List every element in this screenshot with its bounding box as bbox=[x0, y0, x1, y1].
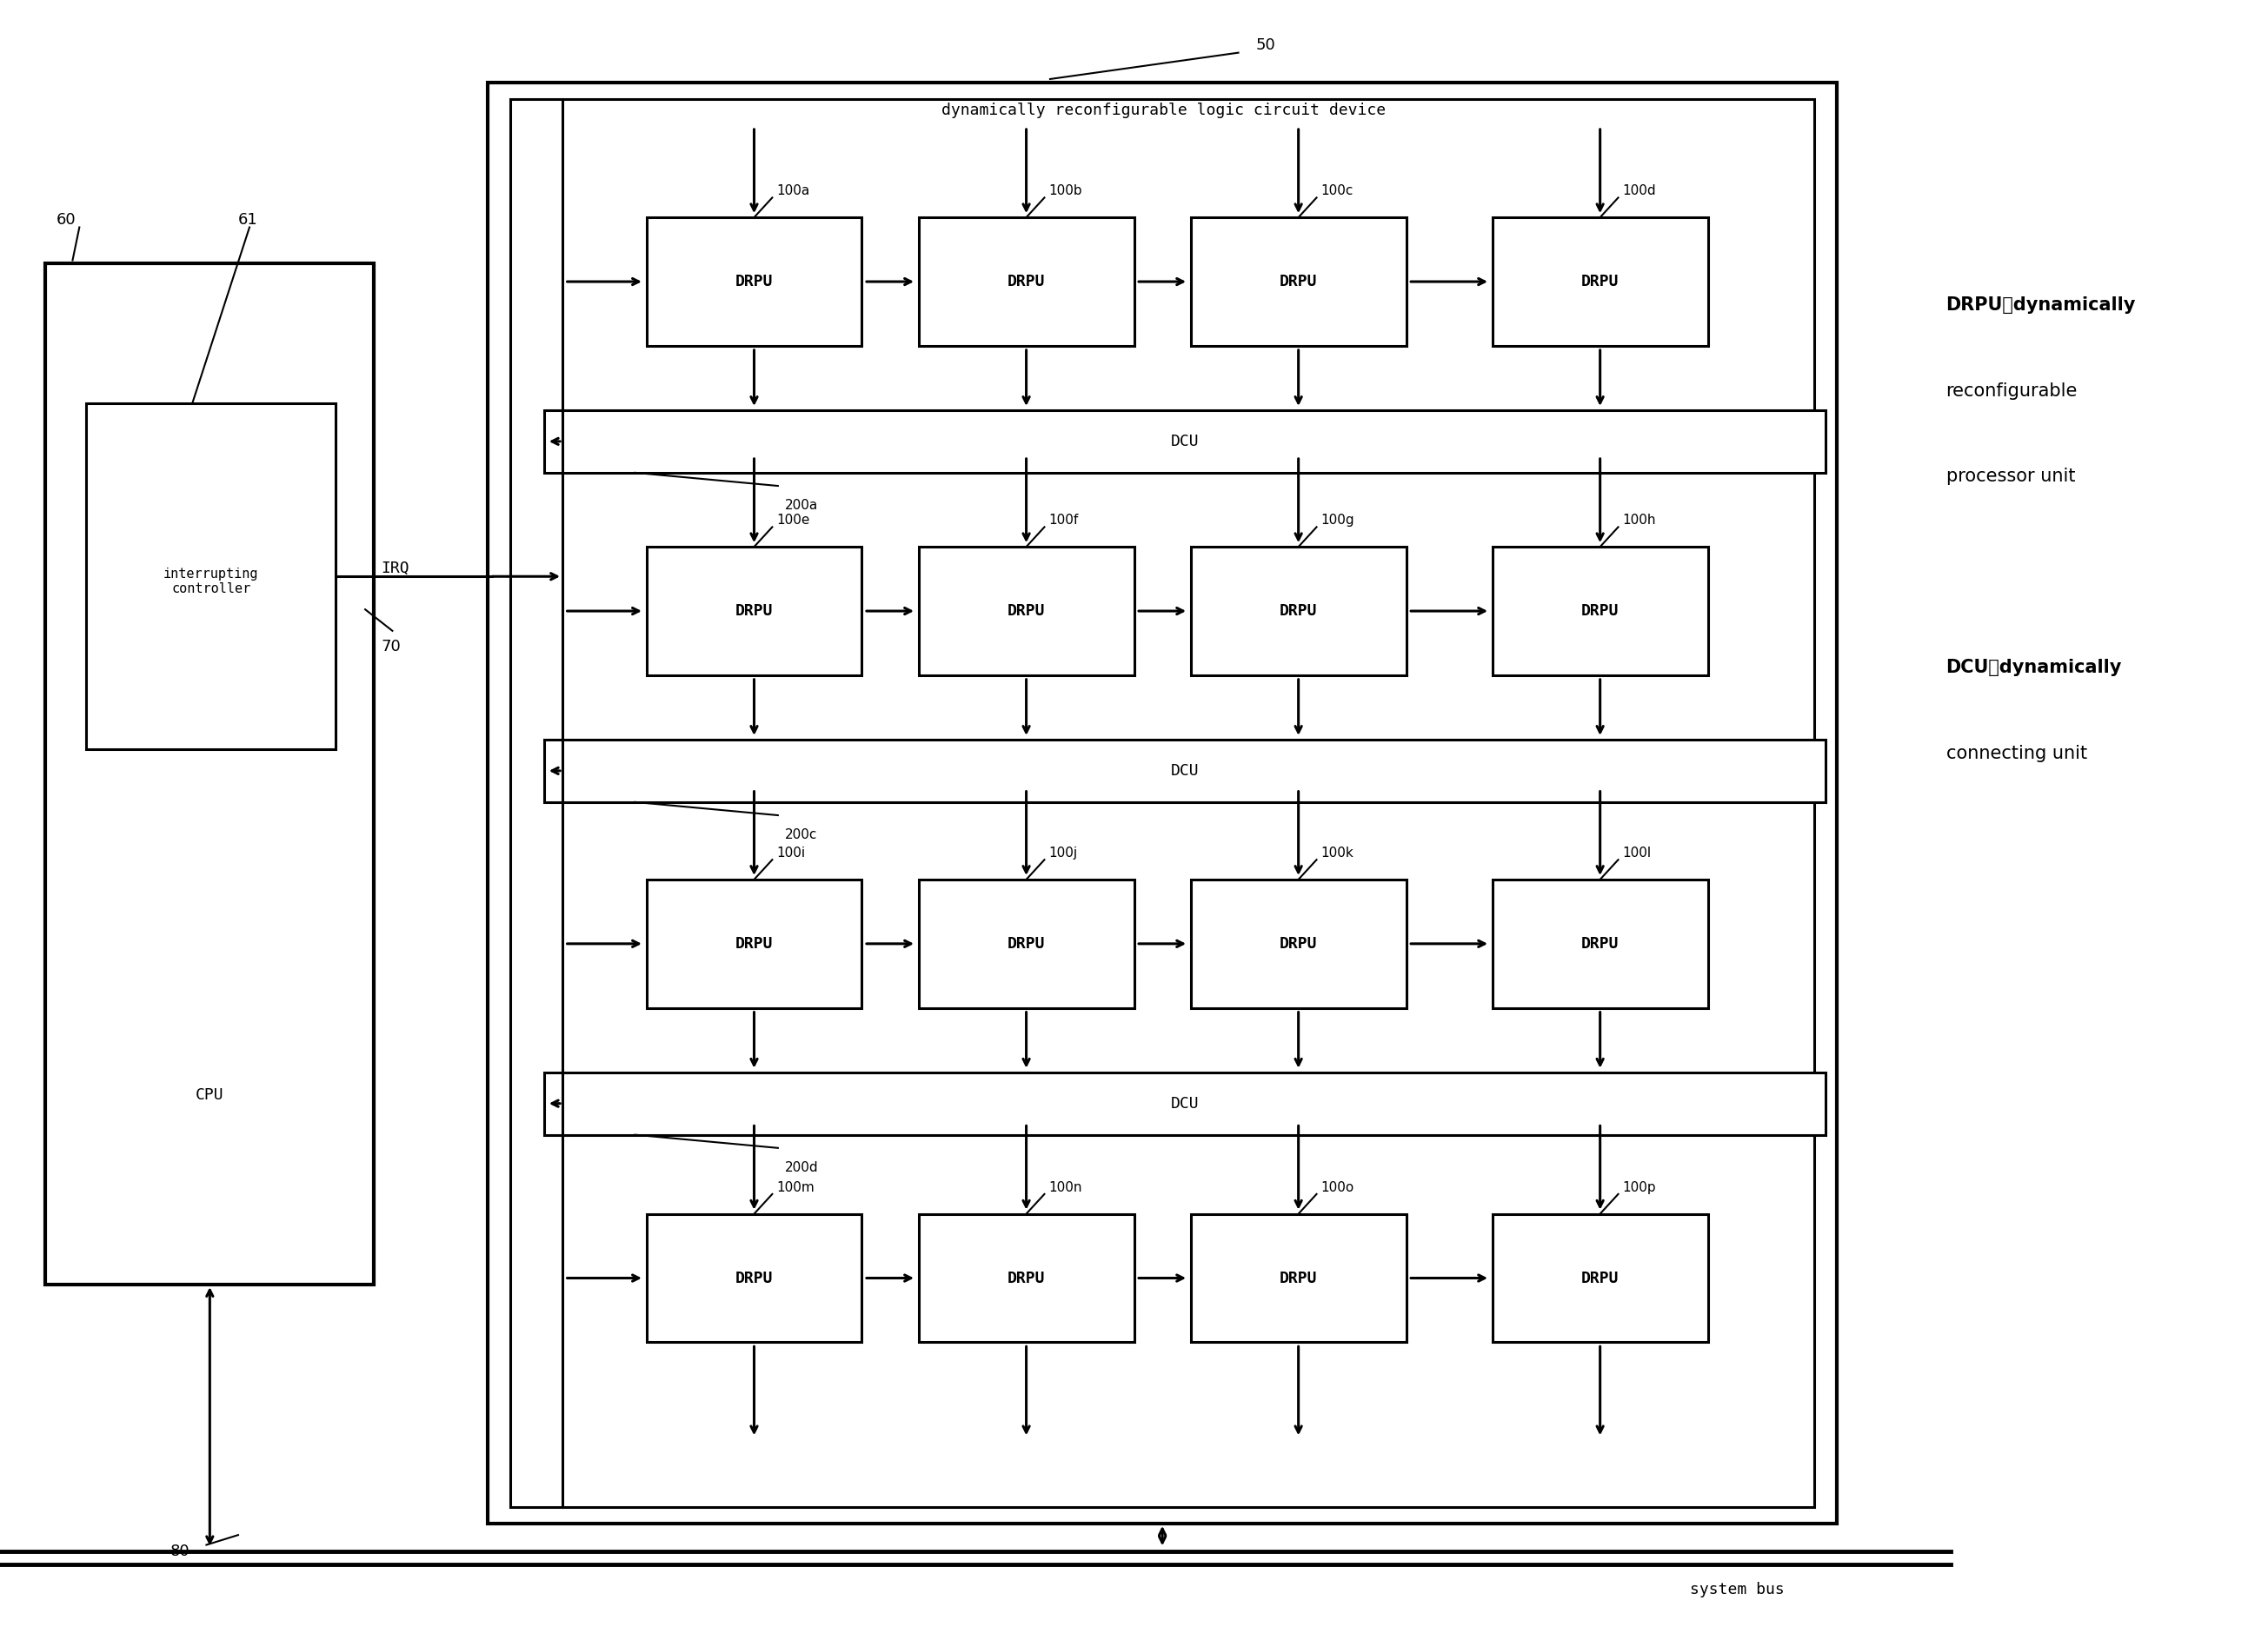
Text: DRPU: DRPU bbox=[1279, 273, 1318, 290]
Bar bbox=[544, 740, 1826, 802]
Text: system bus: system bus bbox=[1690, 1581, 1785, 1598]
Text: DRPU: DRPU bbox=[1581, 1270, 1619, 1286]
Text: interrupting
controller: interrupting controller bbox=[163, 567, 259, 596]
Text: 100m: 100m bbox=[776, 1181, 814, 1194]
Text: DCU: DCU bbox=[1170, 763, 1200, 779]
Text: 100p: 100p bbox=[1624, 1181, 1656, 1194]
Text: DRPU: DRPU bbox=[1279, 603, 1318, 619]
Text: 100j: 100j bbox=[1050, 847, 1077, 860]
Text: DRPU: DRPU bbox=[1007, 273, 1046, 290]
Bar bbox=[919, 1214, 1134, 1342]
Text: 100f: 100f bbox=[1050, 514, 1080, 527]
Text: 200a: 200a bbox=[785, 499, 819, 512]
Text: DRPU: DRPU bbox=[735, 935, 773, 952]
Text: DRPU: DRPU bbox=[1007, 1270, 1046, 1286]
Bar bbox=[646, 1214, 862, 1342]
Text: 200c: 200c bbox=[785, 828, 816, 842]
Bar bbox=[544, 410, 1826, 473]
Bar bbox=[919, 879, 1134, 1008]
Text: DRPU: DRPU bbox=[1581, 273, 1619, 290]
Text: 100d: 100d bbox=[1624, 184, 1656, 198]
Bar bbox=[1191, 1214, 1406, 1342]
Text: 70: 70 bbox=[381, 639, 401, 654]
Bar bbox=[646, 217, 862, 346]
Text: DRPU: DRPU bbox=[735, 603, 773, 619]
Text: 100h: 100h bbox=[1624, 514, 1656, 527]
Text: 61: 61 bbox=[238, 212, 259, 227]
Text: 100g: 100g bbox=[1320, 514, 1354, 527]
Text: DRPU: DRPU bbox=[1279, 1270, 1318, 1286]
Bar bbox=[1492, 1214, 1708, 1342]
Text: DCU: DCU bbox=[1170, 1095, 1200, 1112]
Text: DCU：dynamically: DCU：dynamically bbox=[1946, 659, 2123, 677]
Bar bbox=[1191, 547, 1406, 675]
Text: reconfigurable: reconfigurable bbox=[1946, 382, 2077, 400]
Bar bbox=[86, 404, 336, 749]
Text: IRQ: IRQ bbox=[381, 560, 411, 576]
Text: 100o: 100o bbox=[1320, 1181, 1354, 1194]
Text: 100b: 100b bbox=[1050, 184, 1082, 198]
Text: 100n: 100n bbox=[1050, 1181, 1082, 1194]
Text: DRPU: DRPU bbox=[735, 1270, 773, 1286]
Bar bbox=[488, 82, 1837, 1523]
Text: 100e: 100e bbox=[776, 514, 810, 527]
Text: connecting unit: connecting unit bbox=[1946, 744, 2087, 763]
Text: 100i: 100i bbox=[776, 847, 805, 860]
Text: DRPU: DRPU bbox=[735, 273, 773, 290]
Bar bbox=[45, 264, 374, 1285]
Bar bbox=[919, 217, 1134, 346]
Text: 100a: 100a bbox=[776, 184, 810, 198]
Bar bbox=[1492, 879, 1708, 1008]
Text: DRPU: DRPU bbox=[1007, 603, 1046, 619]
Bar bbox=[1191, 217, 1406, 346]
Text: 60: 60 bbox=[57, 212, 77, 227]
Text: 50: 50 bbox=[1256, 38, 1275, 53]
Text: DRPU: DRPU bbox=[1581, 935, 1619, 952]
Bar bbox=[1191, 879, 1406, 1008]
Text: DCU: DCU bbox=[1170, 433, 1200, 450]
Text: DRPU：dynamically: DRPU：dynamically bbox=[1946, 296, 2136, 315]
Text: 100l: 100l bbox=[1624, 847, 1651, 860]
Bar bbox=[646, 547, 862, 675]
Bar bbox=[544, 1072, 1826, 1135]
Text: dynamically reconfigurable logic circuit device: dynamically reconfigurable logic circuit… bbox=[941, 104, 1386, 119]
Bar bbox=[646, 879, 862, 1008]
Text: 100c: 100c bbox=[1320, 184, 1354, 198]
Bar bbox=[919, 547, 1134, 675]
Text: 80: 80 bbox=[170, 1543, 191, 1560]
Text: DRPU: DRPU bbox=[1279, 935, 1318, 952]
Text: processor unit: processor unit bbox=[1946, 468, 2075, 486]
Text: 100k: 100k bbox=[1320, 847, 1354, 860]
Bar bbox=[1492, 547, 1708, 675]
Bar bbox=[510, 99, 1814, 1507]
Text: 200d: 200d bbox=[785, 1161, 819, 1174]
Text: DRPU: DRPU bbox=[1007, 935, 1046, 952]
Bar bbox=[1492, 217, 1708, 346]
Text: DRPU: DRPU bbox=[1581, 603, 1619, 619]
Text: CPU: CPU bbox=[195, 1087, 225, 1103]
